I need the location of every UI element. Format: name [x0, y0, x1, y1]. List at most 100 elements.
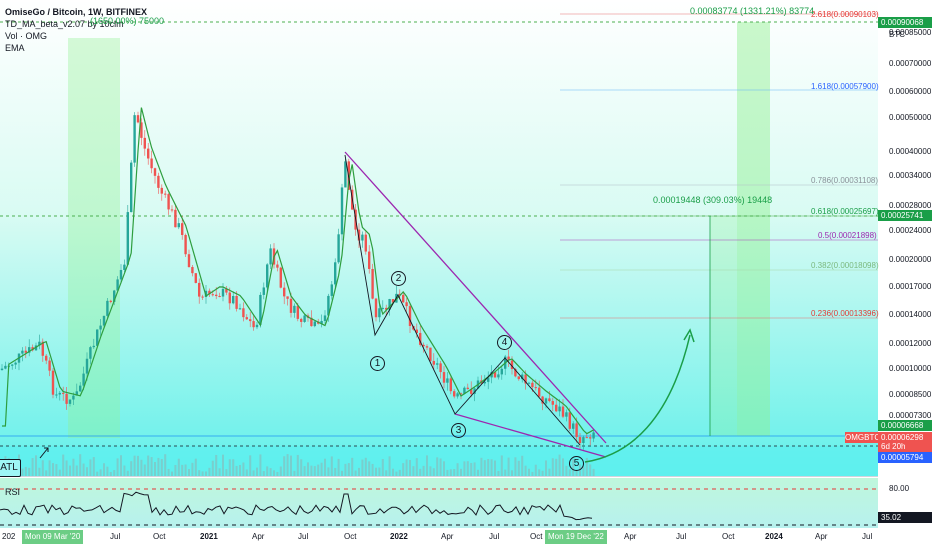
volume-bar — [555, 458, 558, 476]
time-label-2020: 202 — [2, 532, 16, 541]
candle-body — [453, 391, 456, 397]
volume-bar — [320, 462, 323, 476]
indicator-ema[interactable]: EMA — [5, 43, 25, 53]
candle-body — [99, 325, 102, 330]
candle-body — [116, 279, 119, 291]
volume-bar — [245, 469, 248, 476]
volume-bar — [174, 464, 177, 476]
volume-bar — [120, 455, 122, 476]
candle-body — [41, 341, 44, 356]
chart-legend: OmiseGo / Bitcoin, 1W, BITFINEX TD_MA_be… — [5, 6, 147, 54]
rsi-value-tag: 35.02 — [878, 512, 932, 523]
candle-body — [82, 373, 85, 386]
candle-body — [123, 264, 126, 270]
candle-body — [510, 360, 514, 370]
rsi-axis-80: 80.00 — [889, 484, 910, 493]
volume-bar — [589, 464, 592, 476]
volume-bar — [259, 454, 262, 476]
support-zone — [0, 446, 878, 476]
volume-bar — [137, 455, 139, 476]
candle-body — [133, 115, 136, 163]
volume-bar — [79, 454, 82, 476]
wave-label-1: 1 — [370, 356, 385, 371]
volume-bar — [96, 471, 99, 476]
volume-bar — [330, 456, 333, 476]
volume-bar — [307, 462, 309, 476]
time-axis-label: Jul — [110, 532, 121, 541]
volume-bar — [483, 460, 486, 476]
candle-body — [585, 437, 588, 439]
candle-body — [544, 398, 548, 404]
volume-bar — [361, 459, 364, 476]
price-axis-label: 0.00050000 — [889, 113, 932, 122]
candle-body — [303, 315, 306, 322]
volume-bar — [147, 455, 150, 476]
volume-bar — [534, 464, 537, 476]
time-axis-label: Jul — [862, 532, 873, 541]
volume-bar — [109, 471, 112, 476]
candle-body — [65, 393, 68, 404]
candle-body — [279, 267, 282, 288]
candle-body — [225, 288, 228, 293]
volume-bar — [334, 467, 337, 476]
volume-bar — [313, 466, 316, 476]
candle-body — [459, 393, 463, 395]
wave-label-3: 3 — [451, 423, 466, 438]
candle-body — [422, 344, 425, 347]
volume-bar — [143, 464, 146, 476]
volume-bar — [344, 463, 347, 476]
rsi-pane-background — [0, 478, 878, 528]
candle-body — [582, 437, 585, 443]
volume-bar — [575, 469, 578, 476]
candle-body — [327, 295, 330, 316]
candle-body — [92, 345, 95, 348]
currency-label: BTC — [889, 30, 905, 39]
volume-bar — [558, 454, 561, 476]
volume-bar — [48, 460, 51, 476]
volume-bar — [562, 458, 564, 476]
price-axis-label: 0.00012000 — [889, 339, 932, 348]
candle-body — [68, 399, 72, 404]
time-axis-label: Oct — [530, 532, 543, 541]
volume-bar — [568, 469, 571, 476]
wave-label-5: 5 — [569, 456, 584, 471]
projection-curve — [584, 334, 691, 463]
volume-bar — [412, 466, 415, 476]
candle-body — [541, 396, 544, 404]
volume-bar — [511, 470, 513, 476]
volume-bar — [65, 460, 68, 476]
volume-bar — [432, 468, 435, 476]
price-axis-label: 0.00020000 — [889, 255, 932, 264]
candle-body — [221, 288, 225, 297]
candle-body — [181, 223, 184, 235]
candle-body — [364, 234, 367, 252]
candle-body — [119, 269, 123, 280]
symbol-title[interactable]: OmiseGo / Bitcoin, 1W, BITFINEX — [5, 7, 148, 17]
volume-bar — [293, 470, 296, 476]
volume-bar — [449, 469, 452, 476]
candle-body — [313, 321, 316, 327]
volume-bar — [72, 458, 75, 476]
candle-body — [555, 404, 558, 412]
rsi-legend[interactable]: RSI — [5, 487, 21, 497]
volume-bar — [31, 458, 34, 476]
volume-bar — [300, 459, 303, 476]
candle-body — [255, 324, 259, 328]
indicator-volume[interactable]: Vol · OMG — [5, 31, 48, 41]
measure-label-left: (1650.00%) 75000 — [90, 16, 165, 26]
candle-body — [208, 290, 211, 295]
volume-bar — [446, 469, 449, 476]
candle-body — [408, 306, 412, 326]
candle-body — [473, 388, 476, 394]
indicator-td-ma[interactable]: TD_MA_beta_v2.07 by 10clm — [5, 19, 124, 29]
candle-body — [357, 229, 361, 241]
time-tag-start: Mon 09 Mar '20 — [22, 530, 84, 544]
candle-body — [289, 298, 293, 313]
candle-body — [28, 347, 31, 353]
candle-body — [436, 363, 439, 365]
volume-bar — [69, 465, 71, 476]
candle-body — [106, 300, 109, 316]
candle-body — [551, 401, 554, 405]
volume-bar — [364, 457, 367, 476]
